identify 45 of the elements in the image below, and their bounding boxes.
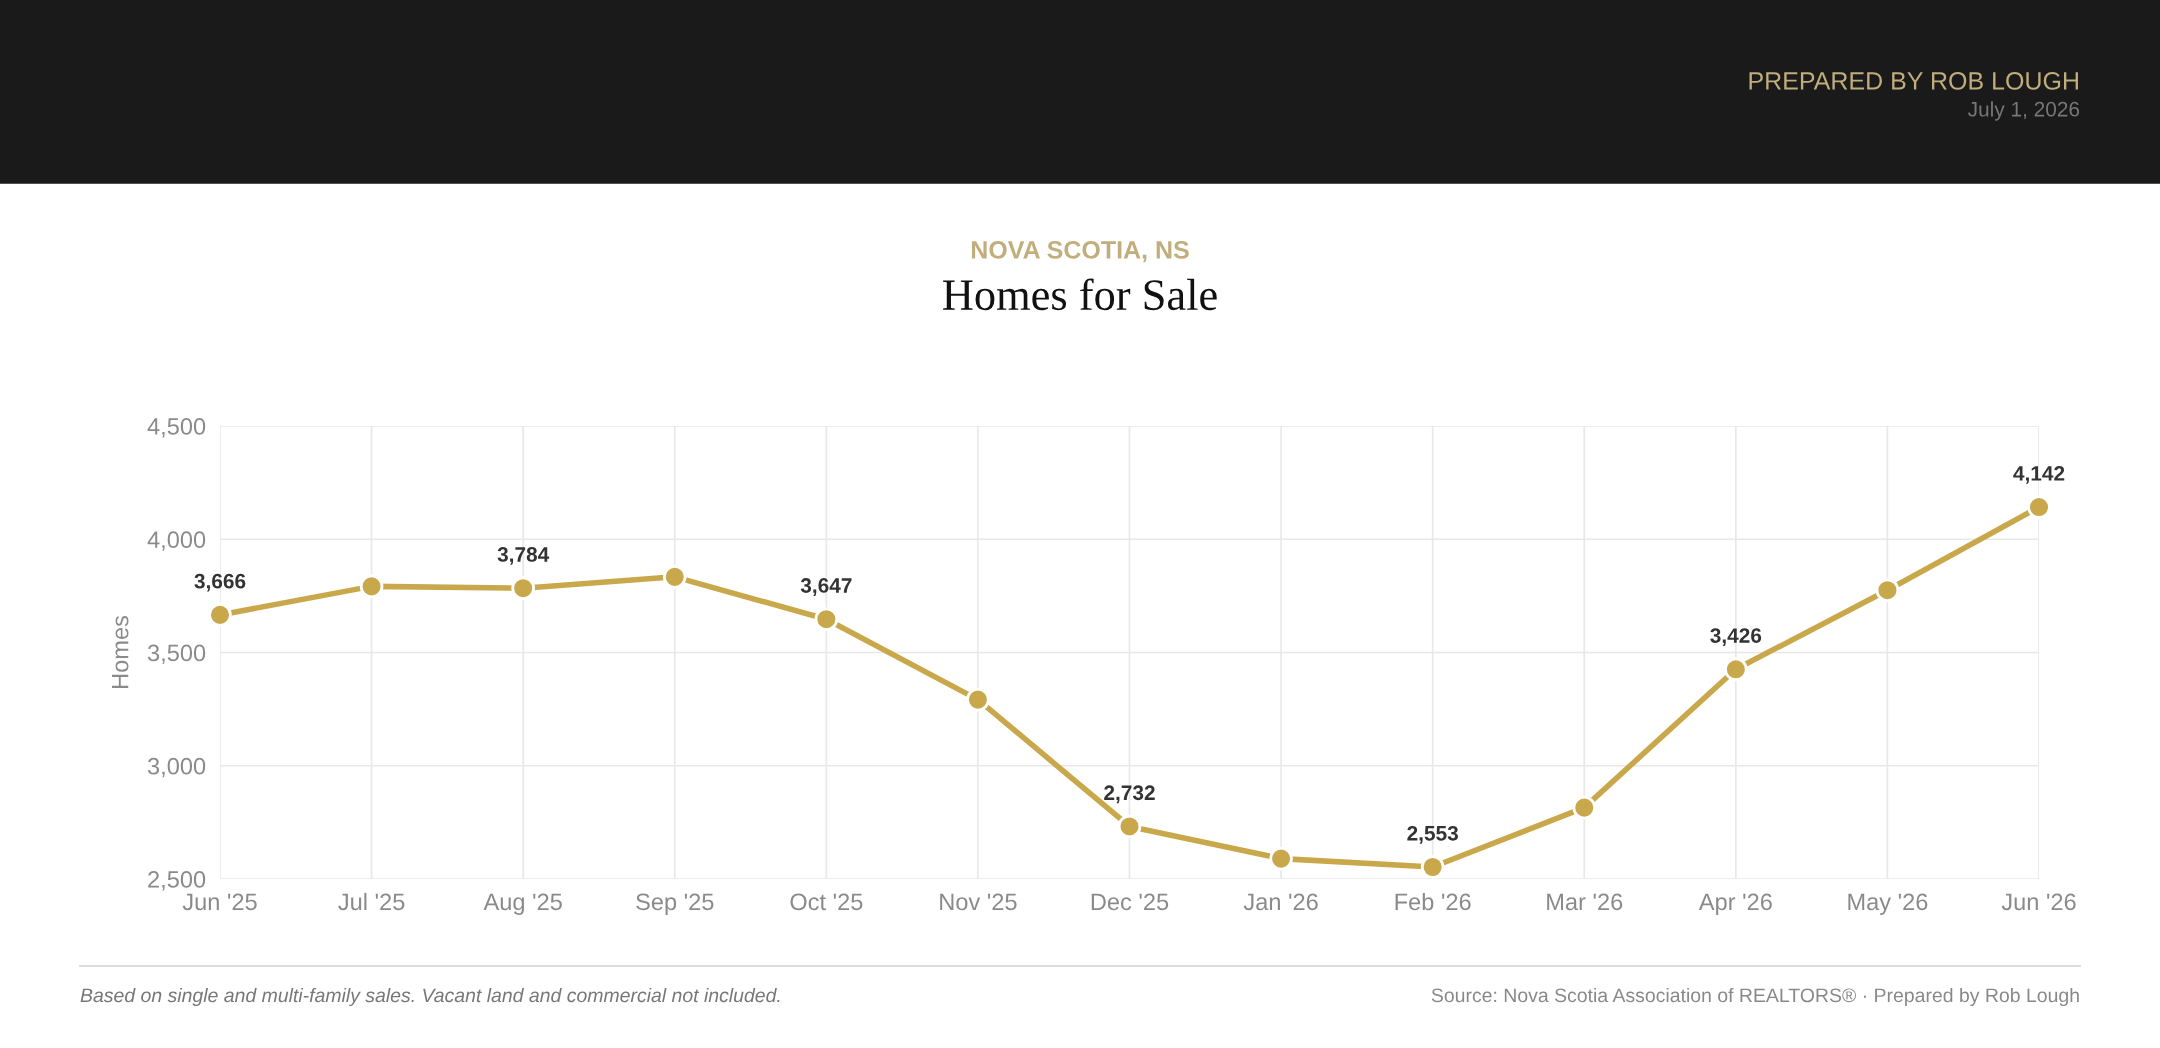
y-tick-label: 3,000 [147,757,206,778]
x-tick-label: May '26 [1848,893,1928,915]
data-label: 4,142 [2013,465,2065,484]
chart-subtitle: NOVA SCOTIA, NS [971,241,1189,263]
data-label: 3,784 [497,547,550,565]
point [1420,855,1445,879]
point [1724,657,1748,682]
x-tick-label: Oct '25 [790,893,863,911]
y-tick-label: 4,000 [147,531,206,551]
point [814,607,839,632]
x-tick-label: Sep '25 [636,893,714,915]
x-tick-label: Feb '26 [1395,892,1471,911]
text: July 1, 2026 [1967,101,2080,121]
x-tick-label: Jun '26 [2001,893,2076,911]
source-note: Source: Nova Scotia Association of REALTORS® · Prepared by Rob Lough [1431,987,2079,1007]
y-tick-label: 3,500 [147,644,206,665]
x-tick-label: Mar '26 [1547,893,1623,911]
point [1572,795,1597,820]
point [1875,578,1900,603]
point [1117,814,1142,839]
data-label: 3,647 [800,578,852,596]
x-tick-label: Jul '25 [338,892,405,911]
y-axis-title: Homes [112,615,129,688]
x-tick-label: Jan '26 [1243,893,1318,911]
data-label: 3,666 [194,573,246,592]
y-tick-label: 2,500 [148,871,206,891]
text: Based on single and multi-family sales. Vacant land and commercial not included. [80,987,780,1007]
point [359,574,384,599]
chart-title: Homes for Sale [943,278,1217,311]
data-label: 2,732 [1104,785,1155,804]
data-label: 2,553 [1407,825,1458,844]
x-tick-label: Apr '26 [1698,893,1772,915]
x-tick-label: Jun '25 [182,893,257,911]
point [966,687,990,712]
point [511,576,535,600]
point [208,603,232,627]
text: PREPARED BY ROB LOUGH [1749,72,2078,90]
point [1269,846,1293,871]
x-tick-label: Aug '25 [483,893,562,915]
point [662,565,687,589]
x-tick-label: Nov '25 [940,893,1017,911]
data-label: 3,426 [1710,628,1762,646]
x-tick-label: Dec '25 [1091,893,1169,911]
point [2027,495,2051,519]
y-tick-label: 4,500 [147,418,206,438]
